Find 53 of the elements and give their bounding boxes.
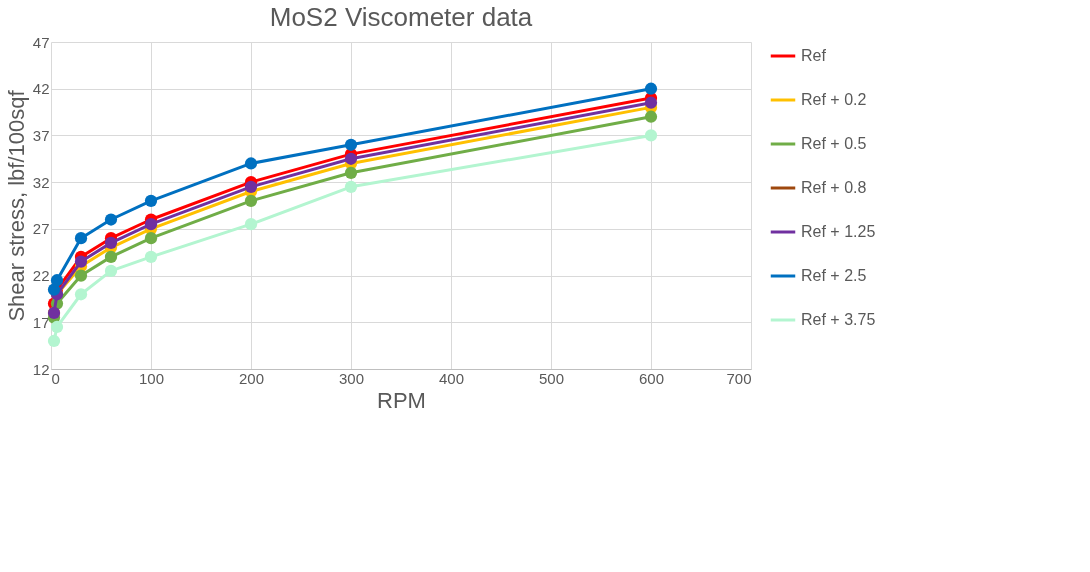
- point: [144, 218, 158, 231]
- point: [144, 250, 158, 263]
- point: [644, 129, 658, 142]
- legend-label: Ref + 0.2: [801, 91, 867, 108]
- legend-label: Ref + 0.8: [801, 179, 867, 196]
- y-axis-title: Shear stress, lbf/100sqf: [3, 89, 29, 322]
- y-tick-label: 17: [32, 313, 50, 331]
- x-tick-label: 200: [238, 369, 265, 387]
- y-tick-label: 37: [32, 126, 50, 144]
- chart-title: MoS2 Viscometer data: [269, 2, 533, 32]
- point: [644, 96, 658, 109]
- point: [74, 288, 88, 301]
- point: [104, 264, 118, 278]
- point: [74, 269, 88, 282]
- legend-label: Ref + 2.5: [801, 267, 867, 284]
- point: [344, 138, 358, 151]
- point: [244, 218, 258, 231]
- x-tick-label: 600: [638, 369, 665, 387]
- y-tick-label: 42: [32, 80, 50, 98]
- legend-label: Ref: [801, 47, 827, 64]
- point: [104, 236, 118, 249]
- point: [244, 180, 258, 193]
- point: [104, 213, 118, 226]
- x-tick-label: 700: [726, 369, 752, 387]
- point: [344, 180, 358, 193]
- point: [50, 320, 64, 334]
- point: [74, 232, 88, 245]
- legend-label: Ref + 3.75: [801, 311, 876, 328]
- point: [144, 194, 158, 207]
- point: [244, 157, 258, 170]
- point: [644, 82, 658, 95]
- point: [644, 110, 658, 123]
- legend-label: Ref + 0.5: [801, 135, 867, 152]
- point: [144, 232, 158, 245]
- y-tick-label: 22: [32, 267, 50, 285]
- x-axis-title: RPM: [377, 387, 426, 413]
- point: [344, 152, 358, 165]
- y-tick-label: 47: [32, 33, 50, 51]
- point: [74, 255, 88, 268]
- point: [47, 334, 61, 348]
- y-tick-label: 12: [32, 360, 50, 378]
- x-tick-label: 400: [438, 369, 465, 387]
- x-tick-label: 100: [138, 369, 165, 387]
- point: [50, 274, 64, 287]
- point: [244, 194, 258, 207]
- x-tick-label: 0: [51, 369, 60, 387]
- point: [104, 250, 118, 263]
- point: [344, 166, 358, 179]
- x-tick-label: 300: [338, 369, 365, 387]
- legend-label: Ref + 1.25: [801, 223, 876, 240]
- y-tick-label: 32: [32, 173, 50, 191]
- x-tick-label: 500: [538, 369, 565, 387]
- y-tick-label: 27: [32, 220, 50, 238]
